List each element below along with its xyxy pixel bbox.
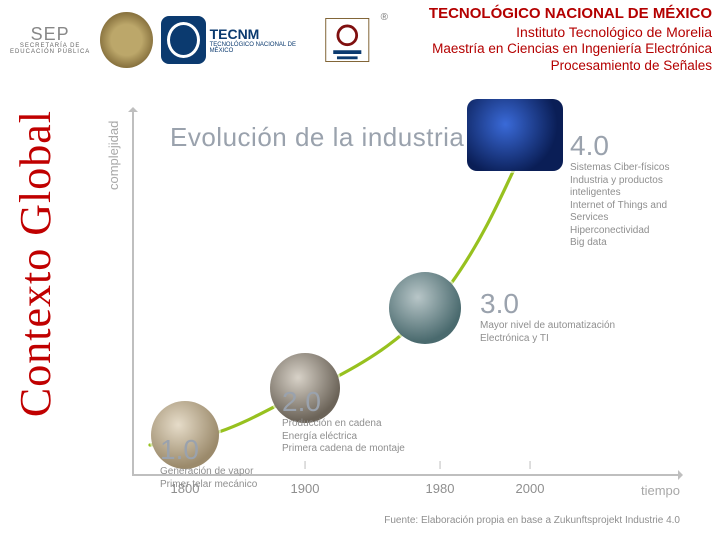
header-line-2: Instituto Tecnológico de Morelia bbox=[388, 24, 712, 42]
header-line-1: TECNOLÓGICO NACIONAL DE MÉXICO bbox=[388, 5, 712, 24]
stage-description: Sistemas Ciber-físicosIndustria y produc… bbox=[570, 162, 700, 250]
sep-label: SEP bbox=[8, 25, 92, 43]
itm-logo bbox=[322, 13, 373, 67]
stage-node-3 bbox=[389, 272, 461, 344]
sep-logo: SEP SECRETARÍA DE EDUCACIÓN PÚBLICA bbox=[8, 16, 92, 64]
stage-number: 1.0 bbox=[160, 436, 257, 464]
tecnm-logo: TECNM TECNOLÓGICO NACIONAL DE MÉXICO bbox=[161, 16, 314, 64]
header-line-4: Procesamiento de Señales bbox=[388, 58, 712, 75]
stage-label-2.0: 2.0Producción en cadenaEnergía eléctrica… bbox=[282, 388, 405, 456]
stage-label-3.0: 3.0Mayor nivel de automatizaciónElectrón… bbox=[480, 290, 615, 345]
industry-evolution-chart: complejidad tiempo Evolución de la indus… bbox=[110, 110, 700, 530]
stage-label-1.0: 1.0Generación de vaporPrimer telar mecán… bbox=[160, 436, 257, 491]
slide-title-vertical: Contexto Global bbox=[10, 110, 61, 417]
stage-number: 3.0 bbox=[480, 290, 615, 318]
header-line-3: Maestría en Ciencias en Ingeniería Elect… bbox=[388, 41, 712, 58]
registered-mark: ® bbox=[381, 12, 388, 23]
tecnm-label: TECNM bbox=[210, 26, 315, 42]
stage-description: Generación de vaporPrimer telar mecánico bbox=[160, 466, 257, 491]
header-bar: SEP SECRETARÍA DE EDUCACIÓN PÚBLICA TECN… bbox=[0, 0, 720, 80]
header-text: TECNOLÓGICO NACIONAL DE MÉXICO Instituto… bbox=[388, 5, 712, 75]
gear-icon bbox=[161, 16, 206, 64]
source-note: Fuente: Elaboración propia en base a Zuk… bbox=[384, 515, 680, 526]
logo-strip: SEP SECRETARÍA DE EDUCACIÓN PÚBLICA TECN… bbox=[8, 12, 388, 68]
tecnm-sub: TECNOLÓGICO NACIONAL DE MÉXICO bbox=[210, 42, 315, 54]
stage-number: 2.0 bbox=[282, 388, 405, 416]
stage-description: Producción en cadenaEnergía eléctricaPri… bbox=[282, 418, 405, 456]
sep-sub: SECRETARÍA DE EDUCACIÓN PÚBLICA bbox=[8, 43, 92, 55]
stage-node-4 bbox=[467, 99, 563, 171]
mexico-eagle-logo bbox=[100, 12, 152, 68]
stage-label-4.0: 4.0Sistemas Ciber-físicosIndustria y pro… bbox=[570, 132, 700, 250]
x-tick: 1980 bbox=[426, 481, 455, 496]
stage-number: 4.0 bbox=[570, 132, 700, 160]
stage-description: Mayor nivel de automatizaciónElectrónica… bbox=[480, 320, 615, 345]
x-tick: 1900 bbox=[291, 481, 320, 496]
x-tick: 2000 bbox=[516, 481, 545, 496]
